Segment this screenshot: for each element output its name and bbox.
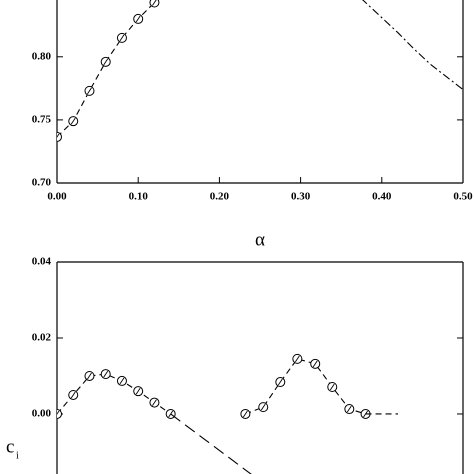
data-point-bar xyxy=(260,403,266,411)
plot-area: 0.00 0.02 0.04 c i xyxy=(6,256,464,474)
series-group xyxy=(57,0,463,142)
x-tick-label: 0.50 xyxy=(453,191,473,203)
x-axis-title: α xyxy=(255,229,265,250)
y-tick-label: 0.75 xyxy=(32,113,52,125)
data-point-bar xyxy=(312,360,318,368)
data-point-bar xyxy=(294,355,300,363)
x-tick-label: 0.30 xyxy=(291,191,311,203)
data-point-bar xyxy=(243,410,248,418)
data-point-bar xyxy=(87,87,92,95)
y-tick-label: 0.80 xyxy=(32,50,52,62)
series-line xyxy=(170,413,252,474)
series-line xyxy=(57,373,171,415)
data-point-bar xyxy=(57,133,60,138)
x-tick-label: 0.40 xyxy=(372,191,392,203)
series-group xyxy=(57,353,399,474)
data-point-bar xyxy=(152,399,157,406)
data-point-bar xyxy=(103,58,109,66)
y-axis-title: c xyxy=(6,436,14,457)
data-point-bar xyxy=(87,372,92,380)
data-point-bar xyxy=(57,410,60,415)
x-tick-label: 0.00 xyxy=(47,191,67,203)
data-point-bar xyxy=(103,370,109,378)
y-axis-title-subscript: i xyxy=(16,450,19,461)
data-point-bar xyxy=(70,391,76,399)
data-point-bar xyxy=(135,387,141,395)
data-point-bar xyxy=(329,383,335,391)
x-tick-label: 0.10 xyxy=(129,191,149,203)
data-point-bar xyxy=(119,377,125,385)
data-point-bar xyxy=(152,0,157,6)
data-point-bar xyxy=(346,405,352,413)
data-point-bar xyxy=(119,34,125,42)
data-point-bar xyxy=(70,117,76,125)
series-line xyxy=(362,0,463,91)
plot-area: 0.70 0.75 0.80 0.00 0.10 0.20 0.30 0.40 0.50 α xyxy=(32,0,473,250)
data-point-bar xyxy=(277,378,283,386)
data-point xyxy=(149,0,160,8)
data-point-bar xyxy=(135,15,141,23)
y-tick-label: 0.00 xyxy=(32,408,52,420)
y-tick-label: 0.70 xyxy=(32,177,52,189)
series-line xyxy=(245,358,366,415)
y-tick-label: 0.04 xyxy=(32,256,52,268)
y-tick-label: 0.02 xyxy=(32,332,52,344)
x-tick-label: 0.20 xyxy=(210,191,230,203)
